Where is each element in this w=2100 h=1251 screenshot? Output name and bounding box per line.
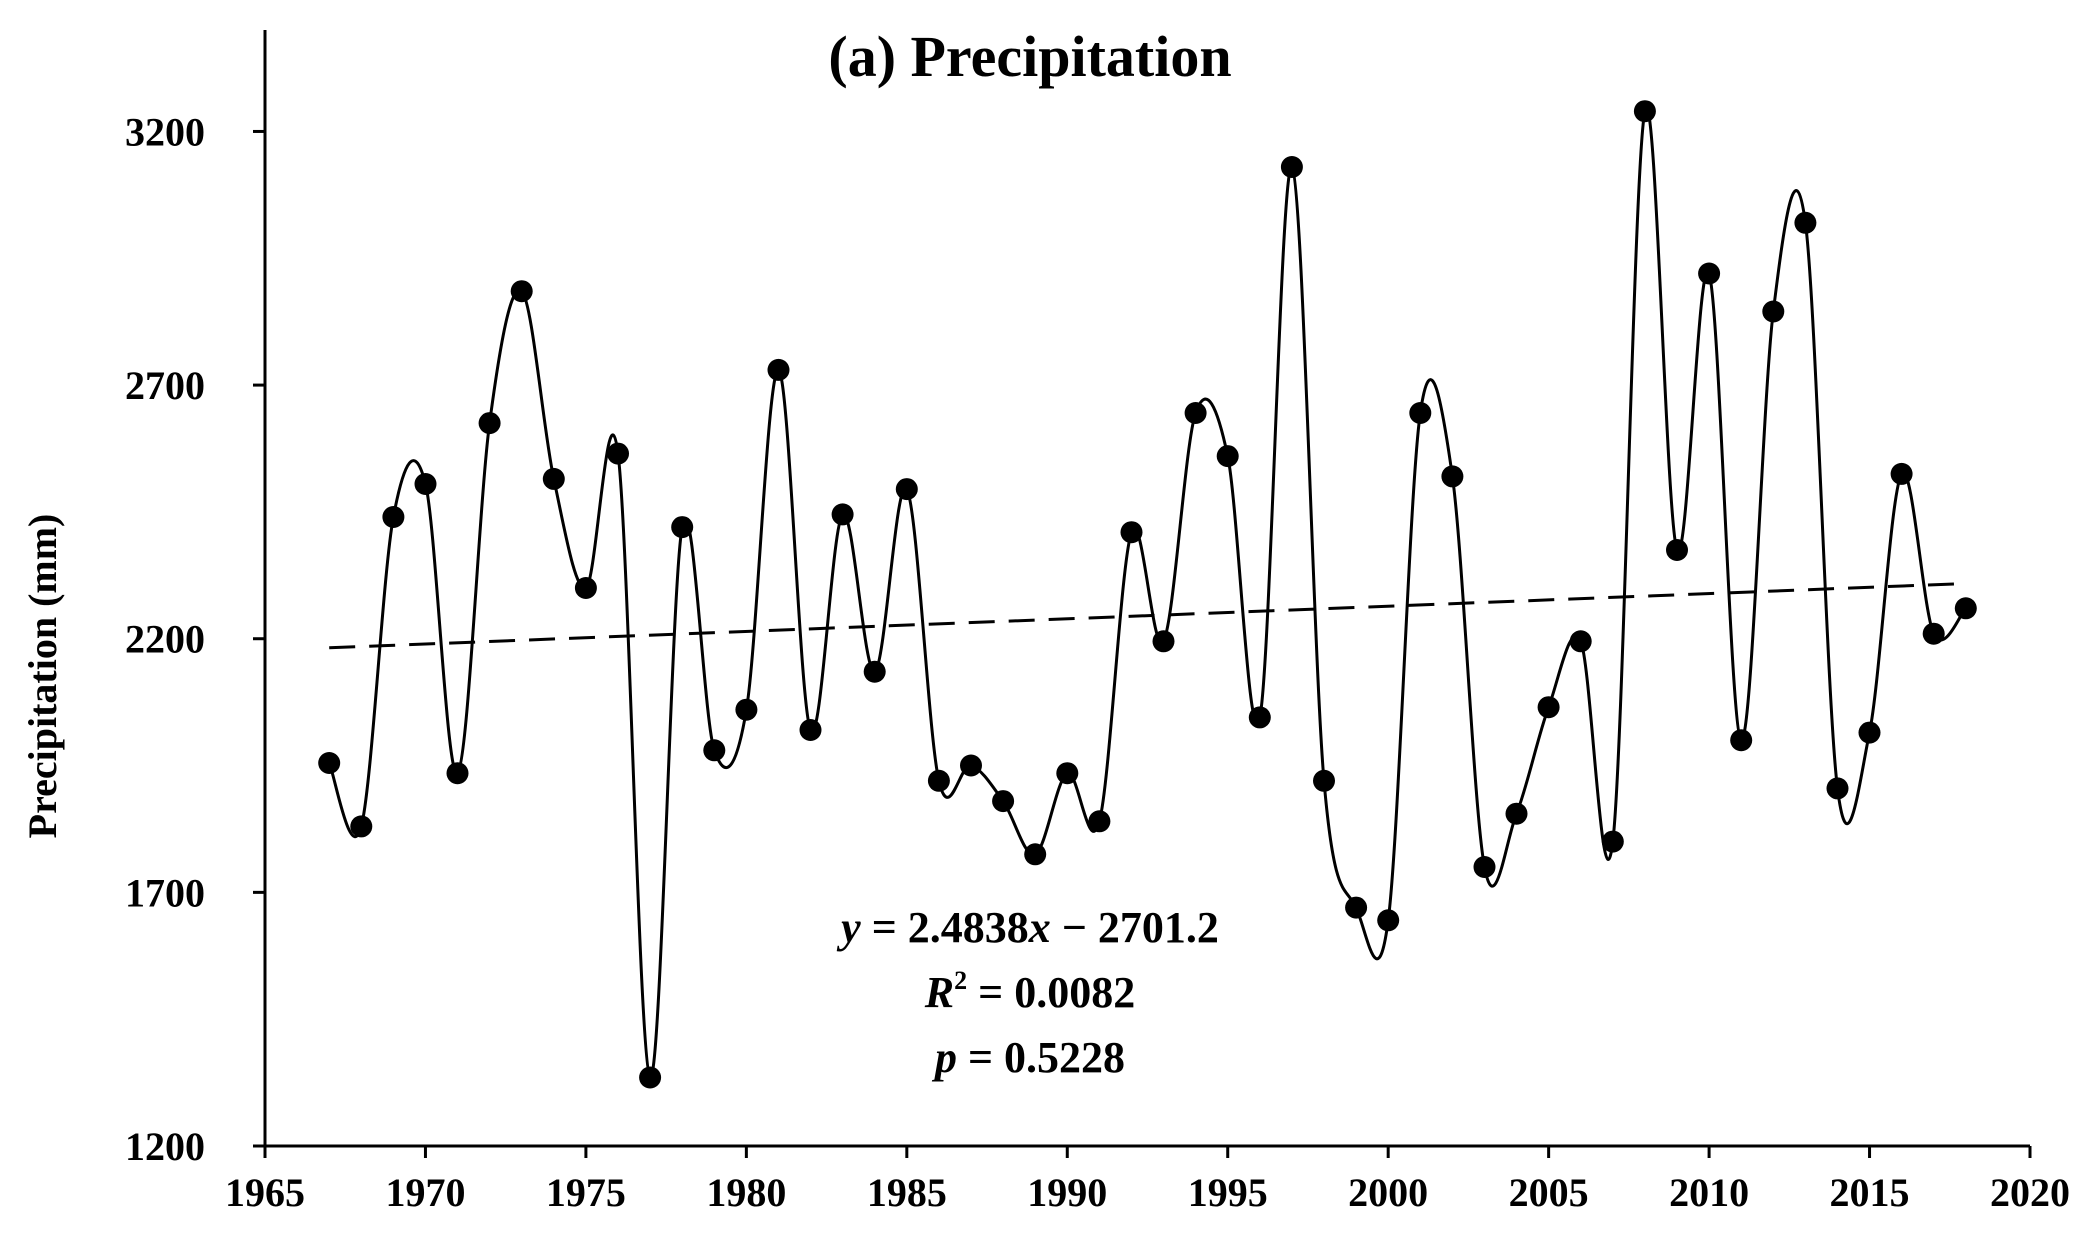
data-point — [446, 762, 469, 785]
data-point — [927, 769, 950, 792]
p-label: p — [931, 1033, 957, 1082]
y-tick-label: 1700 — [125, 870, 205, 915]
data-point — [1024, 843, 1047, 866]
x-tick-label: 1980 — [706, 1170, 786, 1215]
data-point — [574, 577, 597, 599]
r2-superscript: 2 — [954, 966, 967, 995]
data-point — [992, 790, 1015, 813]
equation-x: x — [1028, 903, 1051, 952]
data-point — [1698, 262, 1721, 285]
data-point — [1505, 802, 1528, 825]
x-ticks: 1965 1970 1975 1980 1985 1990 1995 2000 2005 2010… — [225, 1146, 2070, 1215]
chart-title: (a) Precipitation — [828, 24, 1231, 89]
data-point — [1216, 445, 1239, 468]
x-tick-label: 1970 — [385, 1170, 465, 1215]
data-point — [414, 473, 437, 495]
data-point — [510, 280, 533, 303]
data-point — [1184, 402, 1207, 424]
x-tick-label: 2010 — [1669, 1170, 1749, 1215]
y-tick-label: 2700 — [125, 363, 205, 408]
data-point — [478, 412, 501, 435]
y-tick-label: 2200 — [125, 617, 205, 662]
y-tick-label: 1200 — [125, 1124, 205, 1169]
data-point — [1762, 300, 1785, 323]
data-point — [1633, 100, 1656, 123]
data-point — [767, 358, 790, 381]
x-tick-label: 1995 — [1188, 1170, 1268, 1215]
x-tick-label: 1985 — [867, 1170, 947, 1215]
data-point — [1569, 630, 1592, 653]
data-point — [542, 467, 565, 490]
data-point — [639, 1066, 662, 1089]
x-tick-label: 1965 — [225, 1170, 305, 1215]
data-point — [671, 516, 694, 539]
data-point — [831, 503, 854, 526]
data-point — [895, 478, 918, 501]
data-point — [1409, 402, 1432, 424]
p-value: = 0.5228 — [957, 1033, 1125, 1082]
r2-value: = 0.0082 — [967, 968, 1135, 1017]
equation-text: y = 2.4838x − 2701.2 — [836, 903, 1219, 952]
y-axis-label: Precipitation (mm) — [20, 514, 65, 839]
x-tick-label: 1990 — [1027, 1170, 1107, 1215]
data-point — [960, 754, 982, 777]
p-value-text: p = 0.5228 — [931, 1033, 1125, 1082]
data-point — [1730, 729, 1753, 752]
x-tick-label: 2020 — [1990, 1170, 2070, 1215]
data-point — [1248, 706, 1271, 729]
y-tick-label: 3200 — [125, 109, 205, 154]
x-tick-label: 2015 — [1830, 1170, 1910, 1215]
y-ticks: 1200 1700 2200 2700 3200 — [125, 109, 265, 1169]
data-point — [1088, 810, 1111, 833]
r2-label: R — [924, 968, 954, 1017]
r-squared-text: R2 = 0.0082 — [924, 966, 1135, 1017]
data-point — [1441, 465, 1464, 488]
data-point — [318, 752, 341, 774]
data-point — [607, 442, 629, 465]
x-tick-label: 2005 — [1509, 1170, 1589, 1215]
data-point — [1922, 622, 1945, 645]
data-point — [1537, 696, 1560, 719]
data-point — [1313, 769, 1335, 792]
data-point — [1120, 521, 1143, 544]
data-point — [1280, 156, 1303, 178]
regression-annotation: y = 2.4838x − 2701.2 R2 = 0.0082 p = 0.5… — [836, 903, 1219, 1082]
data-markers — [318, 100, 1977, 1089]
x-tick-label: 1975 — [546, 1170, 626, 1215]
data-point — [1858, 721, 1881, 744]
data-point — [735, 698, 758, 721]
equation-intercept: − 2701.2 — [1051, 903, 1219, 952]
equation-coef: = 2.4838 — [861, 903, 1029, 952]
trend-line — [329, 582, 1966, 650]
data-point — [1826, 777, 1849, 800]
data-point — [382, 506, 405, 528]
data-point — [1666, 539, 1688, 561]
data-point — [1056, 762, 1079, 785]
data-point — [863, 660, 886, 683]
data-point — [703, 739, 726, 762]
data-point — [1473, 856, 1496, 878]
data-point — [1954, 597, 1977, 620]
data-point — [799, 719, 822, 741]
data-point — [1794, 211, 1817, 234]
data-point — [1890, 462, 1913, 485]
data-point — [350, 815, 373, 838]
x-tick-label: 2000 — [1348, 1170, 1428, 1215]
data-point — [1345, 896, 1368, 919]
data-point — [1377, 909, 1400, 932]
data-point — [1601, 830, 1624, 853]
data-point — [1152, 630, 1175, 653]
equation-y: y — [836, 903, 861, 952]
